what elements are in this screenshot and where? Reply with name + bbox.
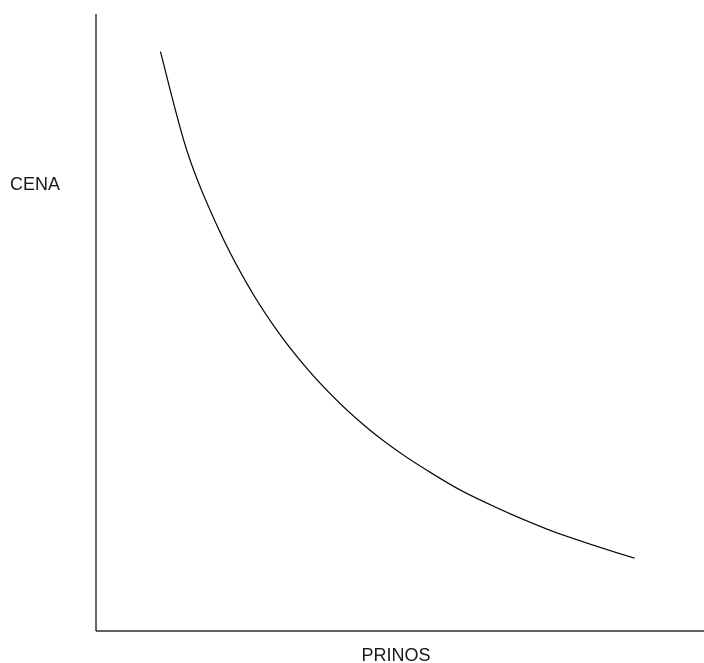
series-line-0 <box>159 51 635 559</box>
plot-area <box>159 51 635 559</box>
axes <box>95 14 704 632</box>
y-axis-label: CENA <box>10 174 60 194</box>
x-axis-label: PRINOS <box>361 645 430 663</box>
